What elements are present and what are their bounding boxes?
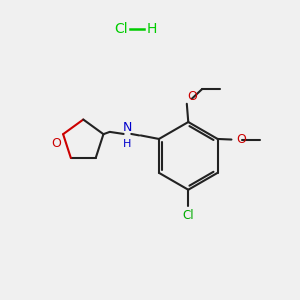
Text: O: O: [51, 136, 61, 149]
Text: Cl: Cl: [115, 22, 128, 36]
Text: H: H: [123, 139, 132, 149]
Text: Cl: Cl: [182, 209, 194, 222]
Text: H: H: [146, 22, 157, 36]
Text: O: O: [188, 90, 197, 103]
Text: O: O: [236, 133, 246, 146]
Text: N: N: [123, 121, 132, 134]
